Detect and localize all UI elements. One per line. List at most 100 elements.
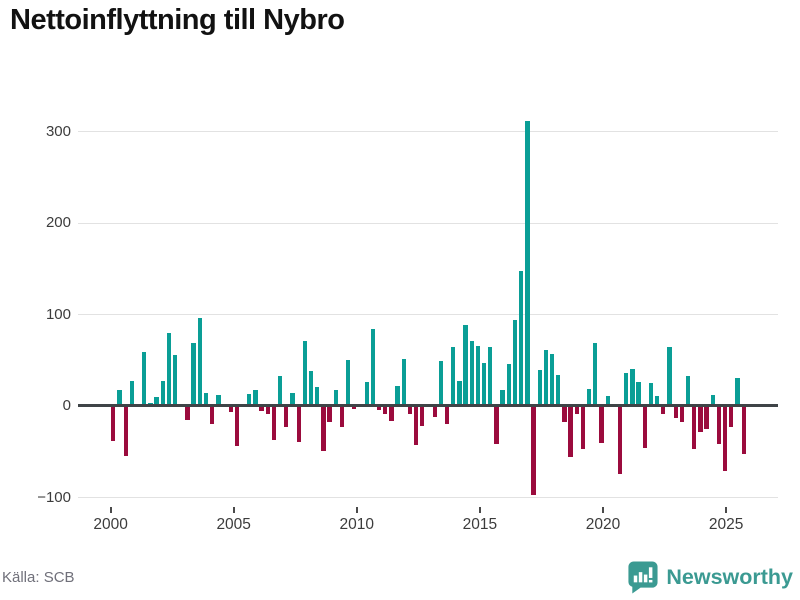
bar [512, 319, 518, 406]
newsworthy-wordmark: Newsworthy [666, 564, 793, 589]
bar [172, 354, 178, 406]
bar [704, 406, 709, 429]
x-axis-tick-mark [355, 507, 358, 513]
bar [568, 406, 573, 458]
x-axis-tick-label: 2015 [462, 516, 498, 533]
gridline [78, 314, 778, 315]
bar [451, 346, 456, 406]
bar [735, 377, 740, 406]
bar [500, 390, 505, 406]
newsworthy-logo[interactable]: Newsworthy [626, 560, 793, 594]
bar [129, 381, 134, 406]
bar [160, 381, 165, 406]
bar [587, 388, 592, 406]
bar [525, 121, 530, 406]
bar [488, 346, 493, 406]
bar [370, 329, 375, 406]
bar [389, 406, 394, 421]
bar [481, 362, 487, 406]
bar [401, 359, 406, 406]
bar [679, 406, 684, 422]
bar [667, 346, 672, 406]
bar [117, 389, 122, 406]
zero-axis-line [78, 404, 778, 407]
x-axis-tick-label: 2010 [339, 516, 375, 533]
bar [562, 406, 567, 422]
bar [228, 406, 233, 413]
bar [290, 393, 295, 406]
bar [617, 406, 623, 474]
bar [234, 406, 240, 447]
bar [475, 345, 481, 406]
x-axis-tick-label: 2005 [216, 516, 251, 533]
bar [444, 406, 450, 425]
bar [185, 406, 190, 420]
gridline [78, 222, 778, 224]
bar [259, 406, 264, 412]
bar [556, 374, 561, 406]
bar [339, 406, 345, 428]
bar [154, 396, 159, 406]
bar [432, 406, 437, 417]
bar [636, 382, 641, 406]
bar [543, 350, 549, 406]
bar [111, 406, 116, 441]
bar [327, 406, 332, 422]
bar [574, 406, 579, 415]
bar [296, 406, 301, 442]
bar [265, 406, 270, 415]
bar [685, 375, 691, 406]
bar [395, 385, 400, 406]
bar [383, 406, 388, 415]
newsworthy-bubble-chart-icon [628, 561, 658, 594]
bar [710, 395, 715, 406]
y-axis-tick-label: 200 [45, 214, 71, 231]
bar [407, 406, 413, 415]
bar [630, 369, 635, 406]
bar [203, 393, 209, 406]
bar [716, 406, 722, 444]
x-axis-tick-mark [232, 507, 235, 513]
x-axis-tick-mark [725, 507, 728, 513]
bar [605, 395, 610, 406]
bar [673, 406, 678, 418]
bar [457, 381, 462, 406]
y-axis-tick-label: 0 [62, 397, 71, 414]
bar [333, 390, 338, 406]
bar [593, 342, 598, 406]
bar [648, 383, 654, 406]
bar [729, 406, 734, 428]
bar [210, 406, 215, 425]
bar [278, 375, 283, 406]
bar [308, 371, 314, 406]
bar [494, 406, 499, 445]
bar [469, 341, 474, 406]
bar [345, 360, 351, 406]
bar [253, 390, 258, 406]
bar [698, 406, 703, 432]
bar [599, 406, 604, 443]
bar [549, 353, 555, 406]
bar [722, 406, 728, 471]
bar [364, 382, 369, 406]
bar [741, 406, 746, 455]
bar [654, 395, 660, 406]
bar [580, 406, 586, 449]
bar [271, 406, 277, 440]
x-axis-tick-label: 2020 [585, 516, 621, 533]
bar [197, 318, 202, 406]
bar [661, 406, 666, 415]
bar [315, 386, 320, 406]
bar [537, 370, 542, 406]
bar [216, 395, 221, 406]
bar [463, 324, 468, 406]
bar [519, 270, 524, 406]
bar [284, 406, 289, 428]
gridline [78, 131, 778, 132]
bar [191, 342, 196, 406]
bar [506, 363, 511, 406]
source-note: Källa: SCB [2, 569, 75, 586]
y-axis-tick-label: −100 [37, 488, 71, 506]
